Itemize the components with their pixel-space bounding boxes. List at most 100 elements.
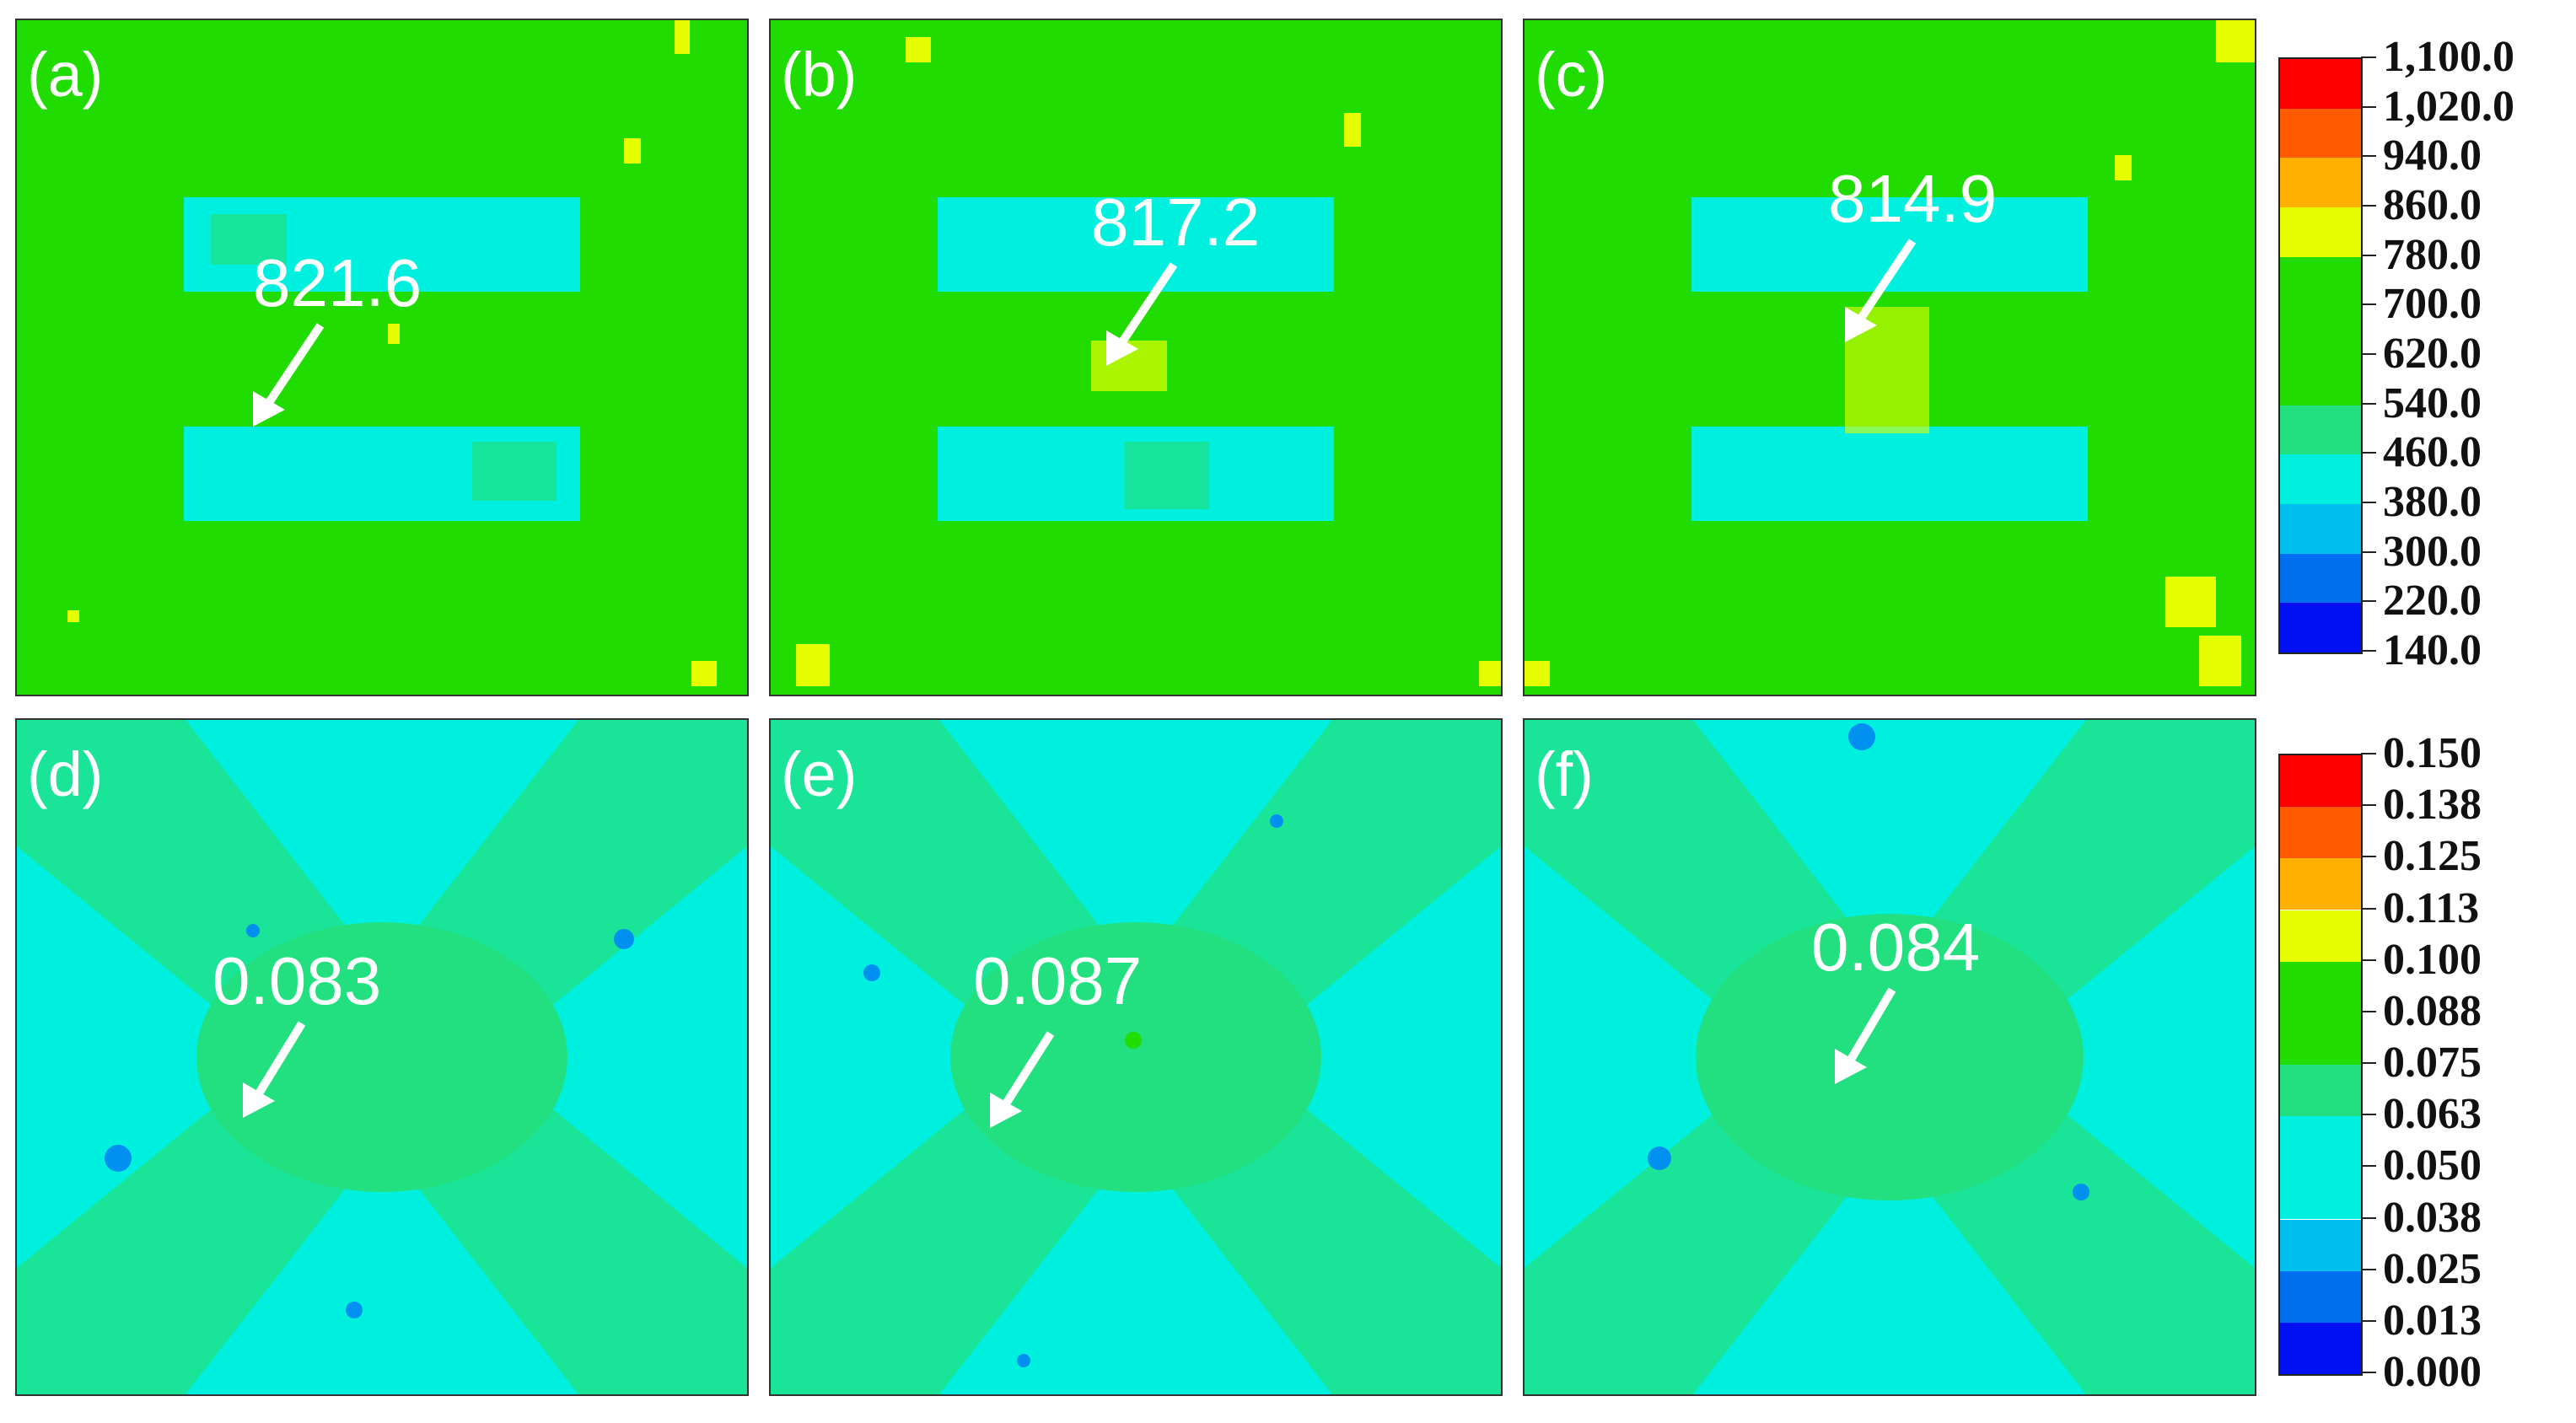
colorbar-tick <box>2361 804 2376 807</box>
colorbar-swatch <box>2280 1065 2361 1117</box>
colorbar-swatch <box>2280 603 2361 652</box>
max-value-label: 821.6 <box>253 245 422 320</box>
colorbar-tick <box>2361 402 2376 405</box>
colorbar-tick-label: 380.0 <box>2383 478 2482 526</box>
panel-label: (f) <box>1535 739 1594 809</box>
panel-label: (a) <box>27 40 104 110</box>
max-value-label: 817.2 <box>1091 185 1261 260</box>
colorbar-tick-label: 220.0 <box>2383 577 2482 626</box>
colorbar-swatch <box>2280 504 2361 554</box>
temperature-field-b <box>796 37 1501 686</box>
colorbar-tick-label: 0.125 <box>2383 832 2482 881</box>
colorbar-tick-label: 1,100.0 <box>2383 33 2514 81</box>
colorbar-tick-label: 940.0 <box>2383 132 2482 180</box>
colorbar-tick-label: 0.113 <box>2383 883 2480 932</box>
strain-field-d <box>17 720 747 1394</box>
colorbar-swatch <box>2280 356 2361 405</box>
colorbar-tick <box>2361 303 2376 306</box>
colorbar-tick-label: 0.150 <box>2383 729 2482 777</box>
colorbar-tick <box>2361 550 2376 553</box>
colorbar-tick-label: 0.038 <box>2383 1193 2482 1242</box>
colorbar-tick-label: 540.0 <box>2383 379 2482 427</box>
colorbar-swatch <box>2280 405 2361 455</box>
colorbar-tick-label: 1,020.0 <box>2383 82 2514 131</box>
colorbar-tick <box>2361 56 2376 58</box>
colorbar-tick <box>2361 502 2376 503</box>
strain-field-f <box>1525 720 2255 1394</box>
colorbar-tick <box>2361 753 2376 754</box>
colorbar-tick <box>2361 1062 2376 1064</box>
colorbar-swatch <box>2280 158 2361 207</box>
colorbar-tick <box>2361 105 2376 108</box>
colorbar-swatch <box>2280 108 2361 158</box>
colorbar-tick <box>2361 254 2376 256</box>
colorbar-swatch <box>2280 553 2361 604</box>
colorbar-tick-label: 0.075 <box>2383 1039 2482 1087</box>
panel-f: (f) 0.084 <box>1523 718 2256 1396</box>
colorbar-tick <box>2361 1114 2376 1116</box>
colorbar-tick-label: 620.0 <box>2383 330 2482 378</box>
colorbar-tick-label: 0.100 <box>2383 935 2482 984</box>
panel-e: (e) 0.087 <box>769 718 1503 1396</box>
colorbar-swatch <box>2280 1322 2361 1374</box>
colorbar-swatch <box>2280 961 2361 1013</box>
colorbar-swatch <box>2280 454 2361 504</box>
colorbar-swatch <box>2280 1012 2361 1065</box>
colorbar-tick <box>2361 353 2376 355</box>
colorbar-tick <box>2361 1268 2376 1270</box>
colorbar-swatch <box>2280 1168 2361 1220</box>
colorbar-tick-label: 0.063 <box>2383 1090 2482 1139</box>
colorbar-swatch <box>2280 306 2361 356</box>
panel-a: (a) 821.6 <box>15 19 749 696</box>
temperature-field-a <box>67 20 717 686</box>
panel-label: (d) <box>27 739 104 809</box>
colorbar-swatch <box>2280 1116 2361 1168</box>
colorbar-tick-label: 460.0 <box>2383 428 2482 477</box>
colorbar-tick <box>2361 600 2376 603</box>
colorbar-tick <box>2361 1319 2376 1322</box>
colorbar-tick <box>2361 856 2376 858</box>
max-value-label: 814.9 <box>1828 161 1998 236</box>
colorbar-swatch <box>2280 755 2361 808</box>
colorbar-swatch <box>2280 256 2361 307</box>
colorbar-swatch <box>2280 59 2361 109</box>
colorbar-temperature <box>2278 57 2363 654</box>
panel-label: (b) <box>781 40 858 110</box>
colorbar-tick-label: 780.0 <box>2383 230 2482 279</box>
colorbar-tick <box>2361 155 2376 158</box>
colorbar-tick <box>2361 1372 2376 1373</box>
panel-label: (c) <box>1535 40 1608 110</box>
colorbar-tick <box>2361 452 2376 454</box>
colorbar-tick <box>2361 650 2376 652</box>
max-value-label: 0.084 <box>1811 910 1981 985</box>
colorbar-swatch <box>2280 207 2361 257</box>
max-value-label: 0.083 <box>212 943 382 1018</box>
colorbar-tick-label: 0.013 <box>2383 1296 2482 1345</box>
colorbar-swatch <box>2280 1270 2361 1323</box>
colorbar-swatch <box>2280 858 2361 910</box>
colorbar-swatch <box>2280 1219 2361 1271</box>
strain-field-e <box>771 720 1501 1394</box>
colorbar-tick-label: 0.000 <box>2383 1348 2482 1396</box>
colorbar-tick <box>2361 1010 2376 1012</box>
colorbar-tick-label: 700.0 <box>2383 280 2482 329</box>
temperature-field-c <box>1525 20 2255 686</box>
max-value-label: 0.087 <box>973 943 1143 1018</box>
colorbar-swatch <box>2280 910 2361 962</box>
colorbar-tick-label: 0.138 <box>2383 781 2482 830</box>
colorbar-tick <box>2361 907 2376 910</box>
colorbar-tick-label: 300.0 <box>2383 527 2482 576</box>
colorbar-tick-label: 0.088 <box>2383 986 2482 1035</box>
colorbar-tick-label: 860.0 <box>2383 181 2482 229</box>
colorbar-stress <box>2278 754 2363 1376</box>
colorbar-tick <box>2361 959 2376 961</box>
colorbar-tick-label: 0.025 <box>2383 1244 2482 1293</box>
colorbar-tick-label: 140.0 <box>2383 626 2482 674</box>
panel-d: (d) 0.083 <box>15 718 749 1396</box>
colorbar-swatch <box>2280 807 2361 859</box>
colorbar-tick-label: 0.050 <box>2383 1141 2482 1190</box>
colorbar-tick <box>2361 205 2376 207</box>
panel-c: (c) 814.9 <box>1523 19 2256 696</box>
panel-b: (b) 817.2 <box>769 19 1503 696</box>
colorbar-tick <box>2361 1216 2376 1219</box>
